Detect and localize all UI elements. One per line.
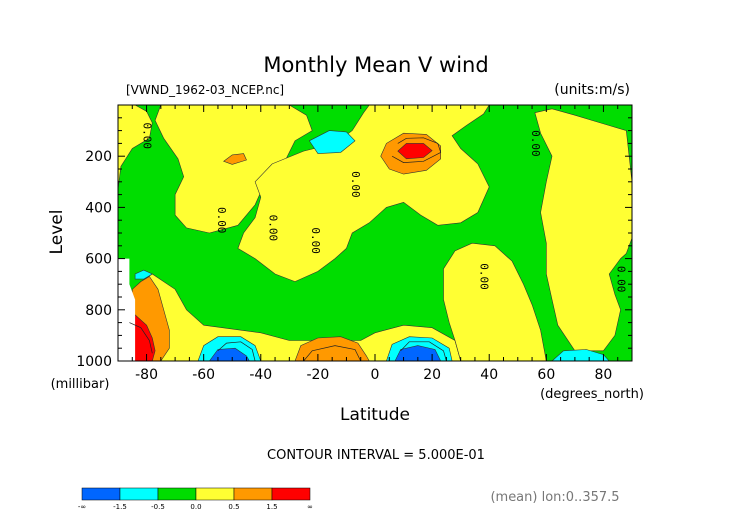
contour-line-2 [400, 341, 447, 361]
contour-fill-19 [394, 345, 442, 361]
x-axis-label: Latitude [340, 405, 410, 425]
legend-label-6: ∞ [307, 503, 313, 511]
legend-label-4: 0.5 [228, 503, 239, 511]
y-tick-label: 600 [85, 252, 112, 268]
contour-fill-17 [134, 269, 153, 280]
legend-swatch-1 [119, 487, 159, 501]
legend-label-3: 0.0 [190, 503, 201, 511]
contour-label-6: 0.00 [529, 130, 542, 157]
y-tick-label: 1000 [76, 354, 112, 370]
y-tick-label: 400 [85, 200, 112, 216]
contour-line-3 [303, 345, 362, 361]
contour-fill-12 [129, 309, 156, 361]
x-tick-label: -60 [192, 367, 215, 383]
x-axis-units: (degrees_north) [540, 387, 644, 402]
contour-fill-16 [551, 349, 610, 361]
legend-swatch-5 [271, 487, 311, 501]
x-tick-label: 80 [595, 367, 613, 383]
y-tick-label: 200 [85, 149, 112, 165]
legend-label-5: 1.5 [266, 503, 277, 511]
x-tick-label: -40 [249, 367, 272, 383]
contour-line-0 [391, 137, 442, 163]
missing-data-0 [118, 258, 136, 361]
contour-line-4 [129, 322, 153, 354]
x-tick-label: 40 [480, 367, 498, 383]
y-axis-label: Level [47, 210, 67, 255]
contour-line-1 [217, 341, 256, 361]
legend-swatch-2 [157, 487, 197, 501]
contour-fill-11 [397, 143, 433, 160]
contour-fill-13 [308, 130, 356, 154]
contour-label-5: 0.00 [478, 263, 491, 290]
legend-swatch-4 [233, 487, 273, 501]
contour-label-2: 0.00 [266, 215, 279, 242]
x-axis: -80 -60 -40 -20 0 20 40 60 80 [117, 105, 633, 383]
legend-swatch-0 [81, 487, 121, 501]
contour-fill-18 [209, 347, 250, 361]
contour-label-0: 0.00 [141, 122, 154, 149]
contour-fill-5 [443, 242, 547, 361]
x-tick-label: 20 [423, 367, 441, 383]
x-tick-label: -80 [135, 367, 158, 383]
plot-area: 0.00 0.00 0.00 0.00 0.00 0.00 0.00 0.00 [118, 105, 632, 361]
contour-fill-1 [118, 105, 153, 190]
contour-fill-2 [154, 105, 313, 234]
contour-label-7: 0.00 [615, 266, 628, 293]
contour-label-1: 0.00 [215, 207, 228, 234]
y-tick-label: 800 [85, 303, 112, 319]
chart-title: Monthly Mean V wind [263, 53, 488, 77]
legend-label-1: -1.5 [113, 503, 127, 511]
legend-swatch-3 [195, 487, 235, 501]
contour-label-3: 0.00 [309, 227, 322, 254]
x-tick-label: 60 [537, 367, 555, 383]
contour-fill-8 [294, 336, 370, 361]
contour-label-4: 0.00 [349, 171, 362, 198]
units-label: (units:m/s) [554, 82, 630, 98]
color-legend: -∞ -1.5 -0.5 0.0 0.5 1.5 ∞ [78, 487, 313, 511]
y-axis: 200 400 600 800 1000 [76, 104, 632, 370]
mean-lon-label: (mean) lon:0..357.5 [490, 490, 619, 505]
legend-label-0: -∞ [78, 503, 86, 511]
y-axis-units: (millibar) [51, 377, 110, 392]
file-label: [VWND_1962-03_NCEP.nc] [126, 83, 284, 97]
contour-interval: CONTOUR INTERVAL = 5.000E-01 [267, 448, 485, 463]
contour-fill-6 [534, 108, 632, 352]
x-tick-label: 0 [371, 367, 380, 383]
x-tick-label: -20 [306, 367, 329, 383]
legend-label-2: -0.5 [151, 503, 165, 511]
contour-fill-10 [223, 153, 247, 165]
